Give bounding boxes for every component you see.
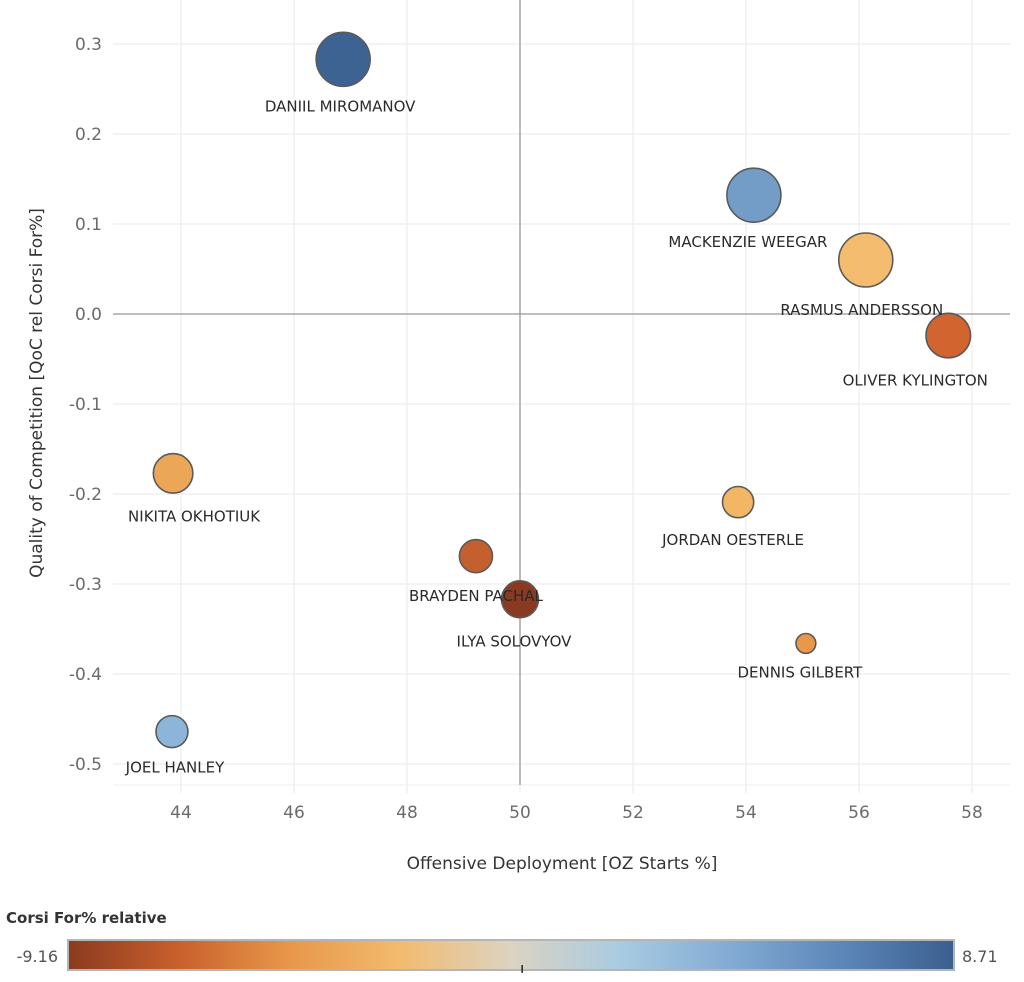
y-tick-label: -0.5 [69, 755, 102, 775]
legend-max-label: 8.71 [962, 947, 998, 966]
point-label: MACKENZIE WEEGAR [668, 233, 827, 251]
x-tick-label: 58 [961, 803, 983, 823]
bubble-oliver-kylington[interactable] [925, 312, 972, 359]
point-label: RASMUS ANDERSSON [780, 301, 943, 319]
bubble-daniil-miromanov[interactable] [315, 31, 371, 88]
y-tick-label: 0.2 [75, 125, 102, 145]
x-tick-label: 52 [622, 803, 644, 823]
y-tick-label: -0.4 [69, 665, 102, 685]
point-label: DANIIL MIROMANOV [265, 97, 416, 115]
y-axis-title: Quality of Competition [QoC rel Corsi Fo… [27, 208, 47, 578]
x-tick-label: 48 [396, 803, 418, 823]
y-tick-label: -0.1 [69, 395, 102, 415]
point-label: DENNIS GILBERT [737, 663, 863, 681]
bubble-mackenzie-weegar[interactable] [726, 167, 782, 223]
x-tick-label: 56 [848, 803, 870, 823]
grid [113, 0, 1010, 793]
legend-title: Corsi For% relative [6, 909, 167, 927]
bubble-joel-hanley[interactable] [155, 714, 189, 749]
color-legend: Corsi For% relative -9.16 8.71 [6, 909, 998, 973]
bubble-jordan-oesterle[interactable] [721, 485, 755, 519]
bubbles [152, 31, 972, 749]
x-axis-ticks: 44 46 48 50 52 54 56 58 [170, 803, 983, 823]
x-tick-label: 54 [735, 803, 757, 823]
point-label: OLIVER KYLINGTON [843, 372, 988, 390]
point-labels: DANIIL MIROMANOV MACKENZIE WEEGAR RASMUS A… [125, 97, 988, 776]
reference-lines [113, 0, 1010, 785]
x-axis-title: Offensive Deployment [OZ Starts %] [407, 854, 718, 874]
point-label: JORDAN OESTERLE [661, 531, 804, 549]
y-tick-label: 0.0 [75, 305, 102, 325]
y-tick-label: -0.2 [69, 485, 102, 505]
x-tick-label: 44 [170, 803, 192, 823]
point-label: ILYA SOLOVYOV [457, 632, 573, 650]
legend-min-label: -9.16 [17, 947, 58, 966]
y-axis-ticks: 0.3 0.2 0.1 0.0 -0.1 -0.2 -0.3 -0.4 -0.5 [69, 35, 102, 775]
y-tick-label: -0.3 [69, 575, 102, 595]
bubble-dennis-gilbert[interactable] [795, 632, 817, 655]
legend-gradient-bar [67, 939, 955, 971]
y-tick-label: 0.3 [75, 35, 102, 55]
x-tick-label: 46 [283, 803, 305, 823]
bubble-brayden-pachal[interactable] [458, 538, 494, 574]
point-label: NIKITA OKHOTIUK [128, 507, 261, 525]
x-tick-label: 50 [509, 803, 531, 823]
y-tick-label: 0.1 [75, 215, 102, 235]
bubble-nikita-okhotiuk[interactable] [152, 452, 194, 494]
point-label: BRAYDEN PACHAL [409, 587, 543, 605]
point-label: JOEL HANLEY [125, 759, 225, 777]
bubble-rasmus-andersson[interactable] [837, 232, 894, 288]
bubble-ilya-solovyov[interactable] [500, 580, 540, 619]
